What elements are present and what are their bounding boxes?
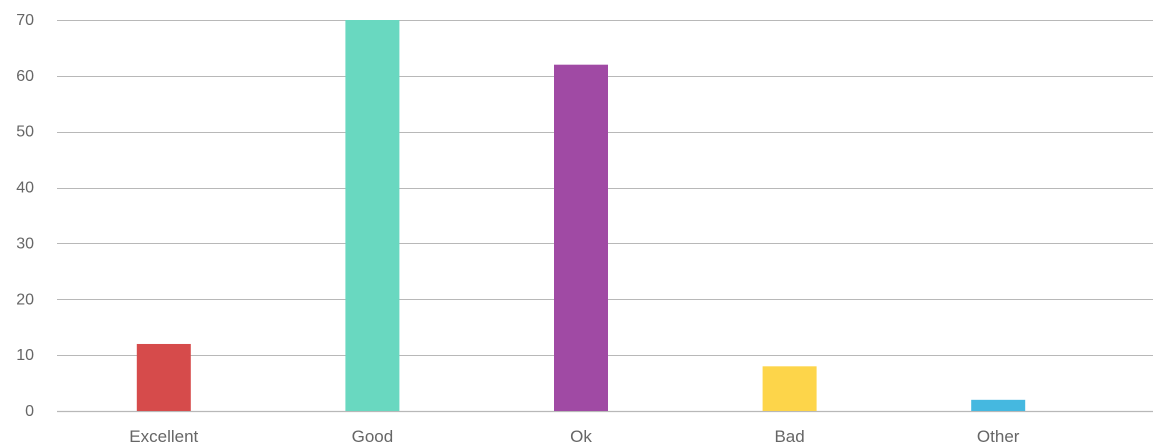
y-tick-label: 50 (16, 124, 34, 141)
y-tick-label: 40 (16, 180, 34, 197)
x-tick-label: Other (977, 427, 1020, 446)
bar-excellent[interactable] (136, 343, 191, 411)
y-axis: 0 10 20 30 40 50 60 70 (16, 12, 34, 420)
y-tick-label: 70 (16, 12, 34, 29)
y-tick-label: 60 (16, 68, 34, 85)
bar-good[interactable] (345, 20, 400, 411)
y-tick-label: 30 (16, 235, 34, 252)
x-tick-label: Bad (774, 427, 804, 446)
bar-series (136, 20, 1026, 411)
x-axis: Excellent Good Ok Bad Other (129, 427, 1019, 446)
bar-bad[interactable] (762, 366, 817, 411)
x-tick-label: Ok (570, 427, 592, 446)
y-tick-label: 10 (16, 347, 34, 364)
bar-ok[interactable] (554, 64, 608, 411)
x-tick-label: Excellent (129, 427, 198, 446)
y-tick-label: 20 (16, 291, 34, 308)
y-tick-label: 0 (25, 403, 34, 420)
x-tick-label: Good (352, 427, 394, 446)
bar-other[interactable] (971, 399, 1026, 411)
